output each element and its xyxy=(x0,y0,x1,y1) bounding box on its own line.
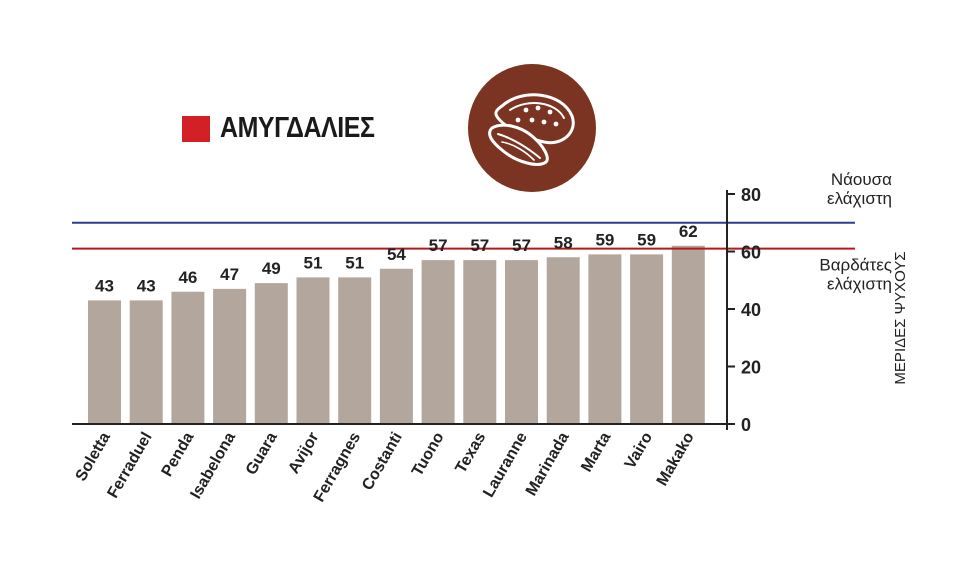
bar-guara xyxy=(254,283,288,424)
title-swatch xyxy=(182,115,210,142)
category-label: Avijor xyxy=(285,430,322,477)
y-tick-label: 40 xyxy=(741,300,761,320)
bar-value-label: 49 xyxy=(262,259,281,278)
bar-value-label: 46 xyxy=(178,268,197,287)
almond-icon xyxy=(468,64,596,192)
category-label: Marinada xyxy=(523,429,573,498)
bar-value-label: 57 xyxy=(512,236,531,255)
bar-value-label: 59 xyxy=(637,230,656,249)
bar-penda xyxy=(171,291,205,424)
y-tick-label: 0 xyxy=(741,415,751,435)
bar-value-label: 57 xyxy=(429,236,448,255)
category-label: Texas xyxy=(452,429,489,476)
bar-makako xyxy=(671,245,705,424)
reference-line-label: ελάχιστη xyxy=(827,189,892,208)
category-label: Penda xyxy=(159,429,198,479)
bar-vairo xyxy=(630,254,664,424)
bar-value-label: 51 xyxy=(304,253,323,272)
bar-value-label: 54 xyxy=(387,245,406,264)
bar-value-label: 43 xyxy=(95,276,114,295)
bar-avijor xyxy=(296,277,330,424)
category-label: Tuono xyxy=(409,429,448,479)
y-tick-label: 80 xyxy=(741,185,761,205)
bar-value-label: 62 xyxy=(679,222,698,241)
y-tick-label: 60 xyxy=(741,243,761,263)
y-axis-label: ΜΕΡΙΔΕΣ ΨΥΧΟΥΣ xyxy=(892,251,909,384)
bar-value-label: 43 xyxy=(137,276,156,295)
bar-marinada xyxy=(546,257,580,424)
category-label: Soletta xyxy=(73,429,114,484)
bar-value-label: 47 xyxy=(220,265,239,284)
bar-value-label: 59 xyxy=(595,230,614,249)
reference-line-label: ελάχιστη xyxy=(827,275,892,294)
reference-line-label: Βαρδάτες xyxy=(819,256,892,275)
reference-line-label: Νάουσα xyxy=(831,170,892,189)
chart-title-block: ΑΜΥΓΔΑΛΙΕΣ xyxy=(182,112,400,145)
bar-ferraduel xyxy=(129,300,163,424)
category-label: Makako xyxy=(654,429,698,489)
bar-isabelona xyxy=(213,288,247,424)
category-label: Vairo xyxy=(622,429,656,472)
bar-costanti xyxy=(379,268,413,424)
chart-title: ΑΜΥΓΔΑΛΙΕΣ xyxy=(220,112,375,144)
bar-value-label: 57 xyxy=(470,236,489,255)
category-label: Marta xyxy=(578,429,614,475)
category-label: Guara xyxy=(243,429,281,478)
y-tick-label: 20 xyxy=(741,358,761,378)
bar-value-label: 51 xyxy=(345,253,364,272)
bar-texas xyxy=(463,260,497,424)
bar-tuono xyxy=(421,260,455,424)
bar-marta xyxy=(588,254,622,424)
bar-lauranne xyxy=(505,260,538,424)
bar-value-label: 58 xyxy=(554,233,573,252)
bar-ferragnes xyxy=(338,277,372,424)
category-label: Costanti xyxy=(359,430,406,494)
bar-soletta xyxy=(88,300,121,424)
